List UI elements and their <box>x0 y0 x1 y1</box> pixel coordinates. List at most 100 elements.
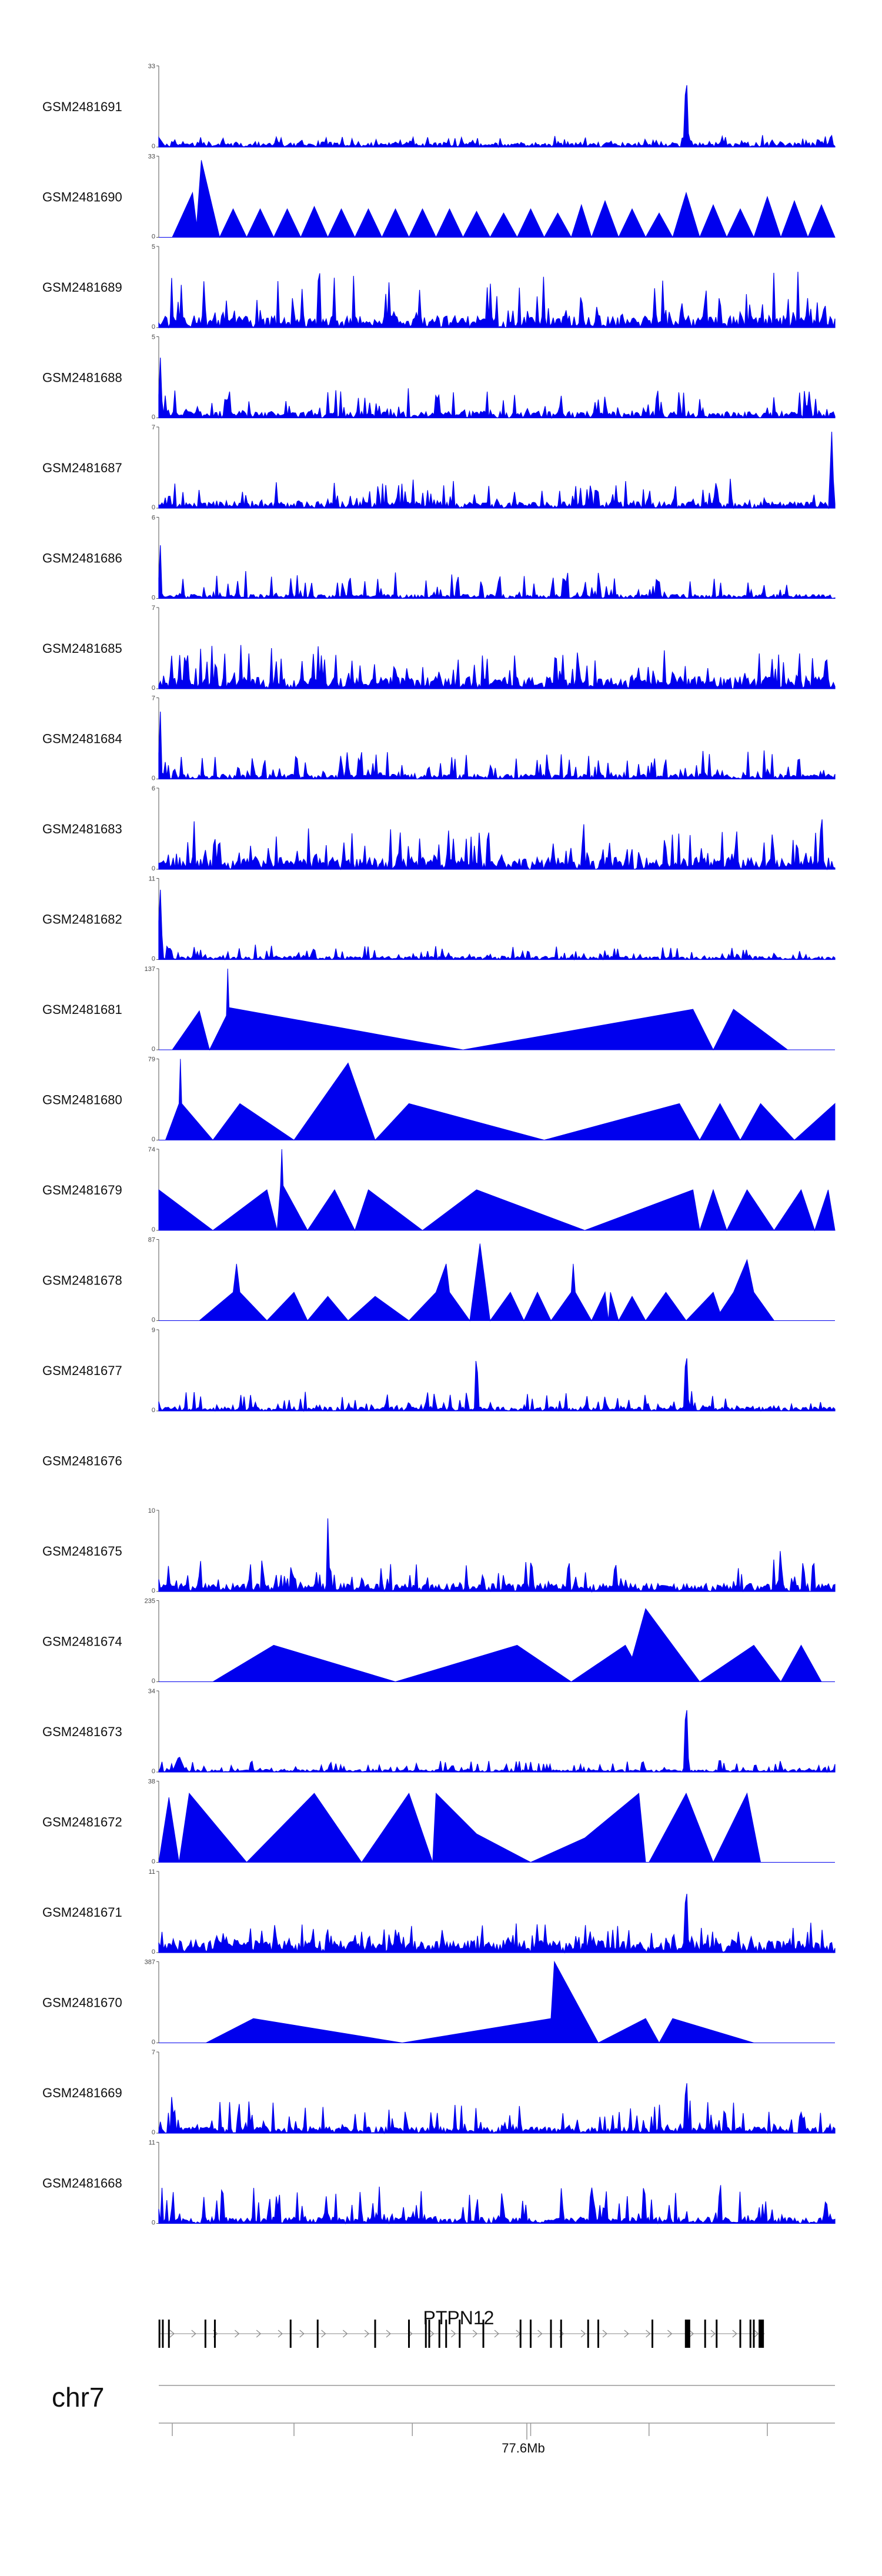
exon <box>445 2320 447 2348</box>
coverage-area <box>158 1710 836 1773</box>
y-min-label: 0 <box>152 2129 155 2136</box>
y-max-label: 11 <box>149 1868 155 1876</box>
coverage-area <box>158 819 836 870</box>
coverage-area <box>158 85 836 148</box>
exon <box>482 2320 485 2348</box>
y-min-label: 0 <box>152 775 155 782</box>
track-GSM2481671: GSM2481671 11 0 <box>42 1868 836 1956</box>
gene-label: PTPN12 <box>423 2307 495 2328</box>
y-max-label: 74 <box>148 1146 155 1153</box>
coverage-area <box>158 1792 794 1863</box>
y-min-label: 0 <box>152 143 155 150</box>
y-min-label: 0 <box>152 323 155 331</box>
track-label: GSM2481690 <box>42 190 122 205</box>
strand-arrow <box>278 2330 283 2338</box>
track-label: GSM2481675 <box>42 1544 122 1559</box>
exon <box>428 2320 430 2348</box>
y-min-label: 0 <box>152 595 155 602</box>
y-max-label: 34 <box>148 1688 155 1695</box>
y-min-label: 0 <box>152 504 155 511</box>
track-GSM2481691: GSM2481691 33 0 <box>42 63 836 150</box>
y-max-label: 79 <box>148 1056 155 1063</box>
y-min-label: 0 <box>152 865 155 872</box>
y-max-label: 38 <box>148 1778 155 1786</box>
coverage-area <box>158 645 836 690</box>
track-GSM2481675: GSM2481675 10 0 <box>42 1507 836 1594</box>
y-max-label: 87 <box>148 1237 155 1244</box>
track-GSM2481672: GSM2481672 38 0 <box>42 1778 835 1866</box>
y-max-label: 137 <box>145 966 155 973</box>
strand-arrow <box>732 2330 737 2338</box>
exon <box>374 2320 376 2348</box>
track-label: GSM2481670 <box>42 1996 122 2010</box>
exon <box>204 2320 206 2348</box>
track-GSM2481673: GSM2481673 34 0 <box>42 1688 836 1775</box>
track-label: GSM2481681 <box>42 1002 122 1017</box>
y-max-label: 387 <box>145 1959 155 1966</box>
track-label: GSM2481691 <box>42 99 122 114</box>
y-min-label: 0 <box>152 1226 155 1233</box>
track-label: GSM2481677 <box>42 1363 122 1378</box>
coverage-area <box>158 1893 836 1954</box>
exon <box>550 2320 552 2348</box>
track-GSM2481679: GSM2481679 74 0 <box>42 1146 836 1233</box>
y-min-label: 0 <box>152 1046 155 1053</box>
track-GSM2481674: GSM2481674 235 0 <box>42 1598 835 1685</box>
strand-arrow <box>256 2330 262 2338</box>
axis-tick-label: 77.6Mb <box>502 2441 544 2455</box>
track-GSM2481677: GSM2481677 9 0 <box>42 1327 836 1414</box>
track-GSM2481683: GSM2481683 6 0 <box>42 785 836 872</box>
y-max-label: 33 <box>148 63 155 70</box>
exon <box>739 2320 741 2348</box>
y-max-label: 33 <box>148 154 155 161</box>
coverage-area <box>158 2185 836 2225</box>
track-label: GSM2481674 <box>42 1634 122 1649</box>
exon <box>438 2320 440 2348</box>
track-GSM2481676: GSM2481676 <box>42 1454 122 1469</box>
y-max-label: 6 <box>152 515 155 522</box>
exon <box>716 2320 718 2348</box>
track-GSM2481680: GSM2481680 79 0 <box>42 1056 836 1143</box>
track-GSM2481689: GSM2481689 5 0 <box>42 243 836 331</box>
coverage-area <box>158 2083 836 2134</box>
coverage-area <box>158 358 836 419</box>
coverage-area <box>172 968 789 1051</box>
y-max-label: 7 <box>152 2049 155 2056</box>
coverage-area <box>198 1243 808 1322</box>
track-label: GSM2481671 <box>42 1905 122 1920</box>
track-GSM2481668: GSM2481668 11 0 <box>42 2140 836 2227</box>
track-GSM2481682: GSM2481682 11 0 <box>42 876 836 963</box>
track-GSM2481669: GSM2481669 7 0 <box>42 2049 836 2136</box>
strand-arrow <box>169 2330 175 2338</box>
y-min-label: 0 <box>152 1678 155 1685</box>
track-label: GSM2481685 <box>42 641 122 656</box>
strand-arrow <box>343 2330 348 2338</box>
track-GSM2481670: GSM2481670 387 0 <box>42 1959 835 2046</box>
y-min-label: 0 <box>152 1587 155 1594</box>
track-GSM2481685: GSM2481685 7 0 <box>42 605 836 692</box>
strand-arrow <box>754 2330 759 2338</box>
y-min-label: 0 <box>152 1948 155 1956</box>
exon <box>652 2320 653 2348</box>
strand-arrow <box>710 2330 716 2338</box>
track-label: GSM2481679 <box>42 1183 122 1197</box>
y-max-label: 7 <box>152 605 155 612</box>
track-label: GSM2481687 <box>42 461 122 475</box>
exon <box>408 2320 410 2348</box>
coverage-area <box>158 432 836 510</box>
exon <box>704 2320 706 2348</box>
exon <box>684 2320 690 2348</box>
y-max-label: 7 <box>152 695 155 702</box>
track-label: GSM2481683 <box>42 822 122 836</box>
track-GSM2481690: GSM2481690 33 0 <box>42 154 836 241</box>
exon <box>753 2320 755 2348</box>
track-GSM2481687: GSM2481687 7 0 <box>42 424 836 511</box>
strand-arrow <box>624 2330 629 2338</box>
exon <box>459 2320 461 2348</box>
coverage-area <box>158 1358 836 1412</box>
coverage-area <box>158 272 836 329</box>
strand-arrow <box>580 2330 586 2338</box>
track-GSM2481681: GSM2481681 137 0 <box>42 966 835 1053</box>
coverage-area <box>158 889 836 961</box>
exon <box>530 2320 532 2348</box>
